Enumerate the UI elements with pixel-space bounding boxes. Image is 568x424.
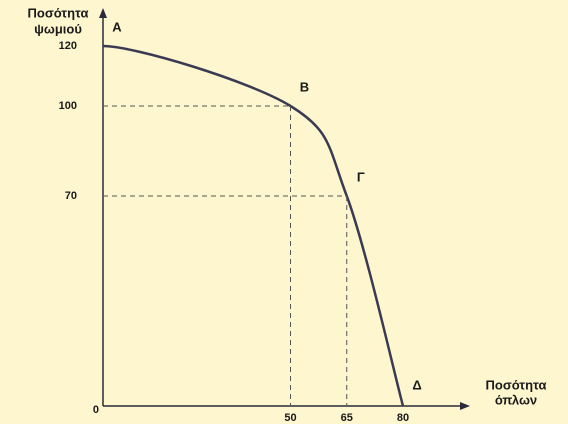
x-tick-label: 50 (284, 412, 296, 424)
point-label: Α (112, 19, 122, 34)
x-axis-arrow (460, 402, 470, 410)
x-axis-label: Ποσότητα (486, 377, 547, 392)
y-tick-label: 120 (59, 40, 77, 52)
y-axis-label: Ποσότητα (28, 5, 89, 20)
y-tick-label: 70 (65, 190, 77, 202)
x-tick-label: 80 (397, 412, 409, 424)
x-tick-label: 65 (341, 412, 353, 424)
y-axis-arrow (99, 8, 107, 18)
point-label: Β (300, 79, 309, 94)
y-tick-label: 100 (59, 100, 77, 112)
point-label: Γ (357, 169, 365, 184)
point-label: Δ (412, 377, 421, 392)
y-tick-label: 0 (93, 404, 99, 416)
curve (102, 44, 405, 407)
y-axis-label: ψωμιού (34, 21, 82, 36)
x-axis-label: όπλων (495, 392, 537, 407)
